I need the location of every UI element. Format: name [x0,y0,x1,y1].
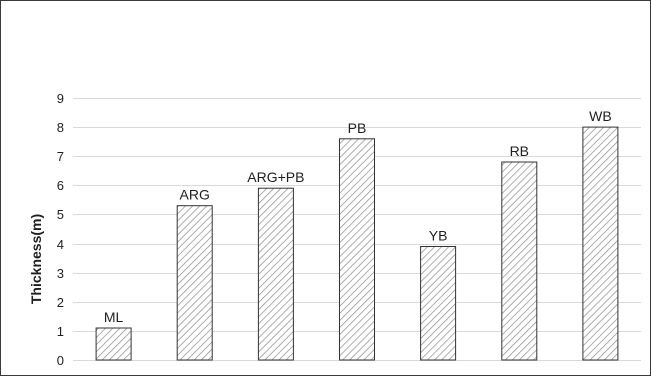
y-tick-label: 3 [57,266,64,281]
bar-yb [420,246,457,361]
bar-category-label: ARG [180,187,210,203]
y-tick-label: 4 [57,237,64,252]
y-tick-label: 7 [57,149,64,164]
bars [95,126,619,361]
bar-category-label: ARG+PB [247,169,304,185]
bar-wb [582,126,619,361]
bar-arg-pb [257,187,294,361]
bar-arg [176,205,213,361]
y-tick-label: 5 [57,207,64,222]
bar-category-label: ML [104,309,124,325]
bar-category-label: PB [348,120,367,136]
bar-ml [95,327,132,361]
bar-labels: ML ARG ARG+PB PB YB RB WB [104,108,612,325]
y-tick-label: 0 [57,353,64,368]
y-axis: 0 1 2 3 4 5 6 7 8 9 [57,91,64,368]
bar-category-label: YB [429,228,448,244]
bar-category-label: RB [510,143,529,159]
bar-pb [339,138,375,361]
y-tick-label: 1 [57,324,64,339]
bar-rb [501,161,538,361]
y-tick-label: 2 [57,295,64,310]
y-tick-label: 6 [57,178,64,193]
bar-category-label: WB [589,108,612,124]
y-axis-title: Thickness(m) [28,214,44,304]
y-tick-label: 8 [57,120,64,135]
y-tick-label: 9 [57,91,64,106]
